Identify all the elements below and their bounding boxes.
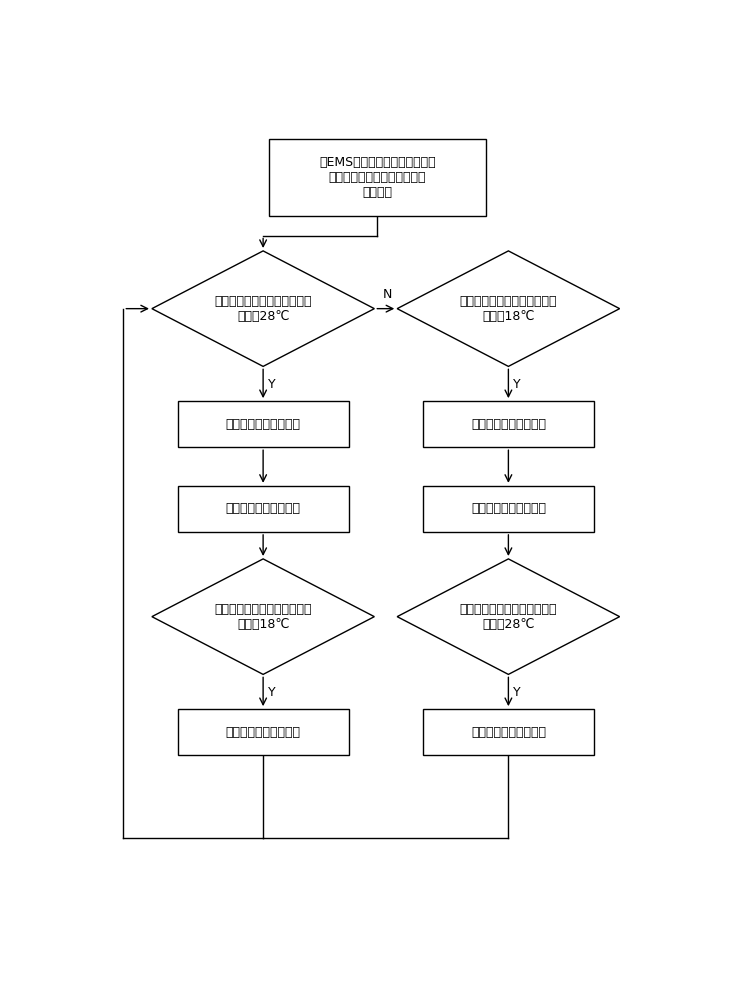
FancyBboxPatch shape [422,709,594,755]
Text: 温度调节装置启动加热: 温度调节装置启动加热 [471,502,546,515]
Text: 温度调节装置检测到的内温是
否高于28℃: 温度调节装置检测到的内温是 否高于28℃ [214,295,312,323]
Text: Y: Y [268,378,275,391]
Text: Y: Y [513,686,521,699]
FancyBboxPatch shape [177,709,349,755]
FancyBboxPatch shape [422,401,594,447]
FancyBboxPatch shape [177,486,349,532]
FancyBboxPatch shape [177,401,349,447]
Text: 温度调节装置自动开机: 温度调节装置自动开机 [471,418,546,431]
Polygon shape [397,559,620,674]
FancyBboxPatch shape [269,139,486,216]
Text: 温度调节装置自动开机: 温度调节装置自动开机 [226,418,300,431]
Text: 温度调节装置自动停机: 温度调节装置自动停机 [471,726,546,739]
Text: 温度调节装置检测到的内温是
否低于18℃: 温度调节装置检测到的内温是 否低于18℃ [214,603,312,631]
Text: 在EMS中设置制冷停止点、制冷
灵敏度、加热停止点、加热灵
敏度参数: 在EMS中设置制冷停止点、制冷 灵敏度、加热停止点、加热灵 敏度参数 [319,156,436,199]
Polygon shape [152,559,375,674]
FancyBboxPatch shape [422,486,594,532]
Text: 温度调节装置检测到的内温是
否高于28℃: 温度调节装置检测到的内温是 否高于28℃ [460,603,557,631]
Text: Y: Y [268,686,275,699]
Polygon shape [152,251,375,366]
Text: N: N [383,288,392,301]
Text: 温度调节装置检测到的内温是
否低于18℃: 温度调节装置检测到的内温是 否低于18℃ [460,295,557,323]
Text: 温度调节装置启动制冷: 温度调节装置启动制冷 [226,502,300,515]
Polygon shape [397,251,620,366]
Text: 温度调节装置自动停机: 温度调节装置自动停机 [226,726,300,739]
Text: Y: Y [513,378,521,391]
